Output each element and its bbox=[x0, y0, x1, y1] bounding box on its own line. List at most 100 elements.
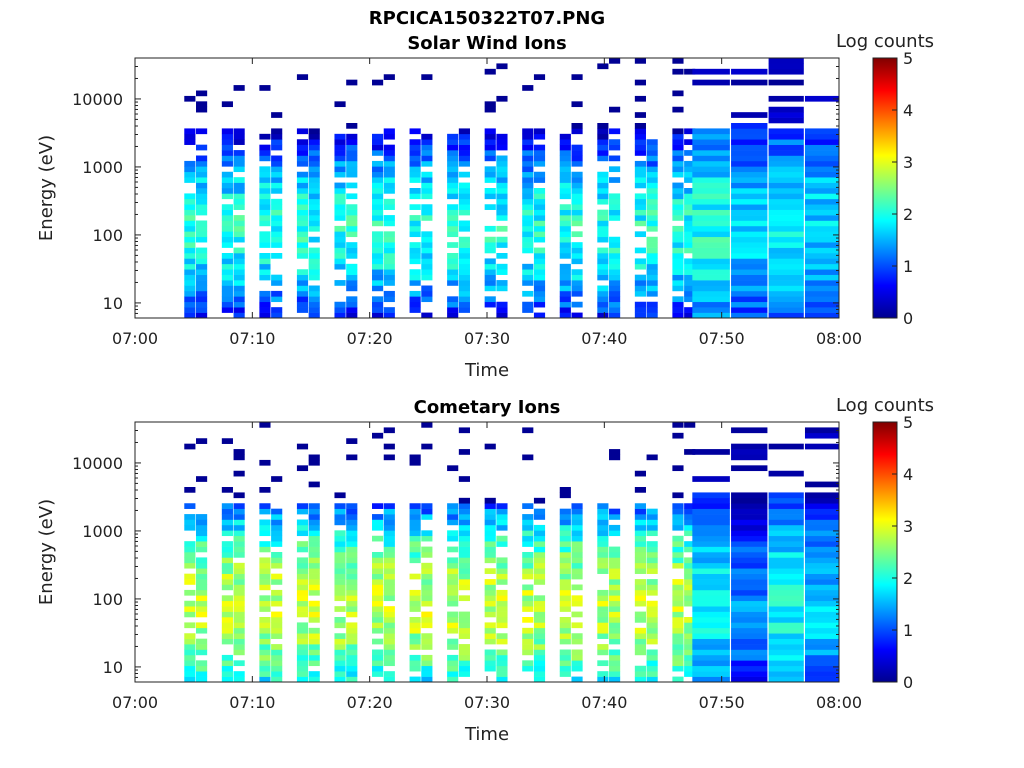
spectrogram-cell bbox=[684, 188, 696, 194]
spectrogram-cell bbox=[804, 627, 839, 634]
spectrogram-cell bbox=[372, 611, 384, 618]
spectrogram-cell bbox=[571, 584, 583, 591]
spectrogram-cell bbox=[609, 660, 621, 667]
spectrogram-cell bbox=[259, 644, 271, 650]
spectrogram-cell bbox=[233, 530, 245, 537]
spectrogram-cell bbox=[334, 133, 346, 140]
spectrogram-cell bbox=[533, 225, 546, 232]
spectrogram-cell bbox=[672, 139, 684, 145]
spectrogram-cell bbox=[731, 644, 768, 650]
spectrogram-cell bbox=[221, 552, 233, 558]
spectrogram-cell bbox=[421, 546, 433, 553]
spectrogram-cell bbox=[196, 644, 208, 650]
spectrogram-cell bbox=[271, 676, 283, 683]
spectrogram-cell bbox=[308, 589, 320, 596]
spectrogram-cell bbox=[346, 552, 358, 558]
y-tick-label: 10 bbox=[103, 658, 123, 677]
spectrogram-cell bbox=[597, 541, 609, 547]
spectrogram-cell bbox=[484, 128, 496, 135]
spectrogram-cell bbox=[184, 236, 196, 243]
spectrogram-cell bbox=[447, 280, 459, 286]
spectrogram-cell bbox=[346, 225, 358, 232]
spectrogram-cell bbox=[768, 627, 804, 634]
spectrogram-cell bbox=[383, 253, 395, 259]
spectrogram-cell bbox=[296, 519, 309, 526]
spectrogram-cell bbox=[692, 312, 730, 319]
spectrogram-cell bbox=[684, 633, 696, 639]
spectrogram-cell bbox=[259, 579, 271, 585]
spectrogram-cell bbox=[447, 193, 459, 200]
spectrogram-cell bbox=[233, 150, 245, 156]
spectrogram-cell bbox=[221, 562, 233, 569]
spectrogram-cell bbox=[409, 638, 421, 645]
spectrogram-cell bbox=[346, 193, 358, 200]
spectrogram-cell bbox=[221, 171, 233, 178]
spectrogram-cell bbox=[221, 133, 233, 140]
spectrogram-cell bbox=[346, 660, 358, 667]
spectrogram-cell bbox=[271, 671, 283, 677]
spectrogram-cell bbox=[597, 150, 609, 156]
spectrogram-cell bbox=[597, 519, 609, 526]
spectrogram-cell bbox=[308, 535, 320, 542]
spectrogram-cell bbox=[559, 307, 571, 313]
spectrogram-cell bbox=[184, 649, 196, 656]
spectrogram-cell bbox=[372, 557, 384, 564]
spectrogram-cell bbox=[496, 573, 508, 580]
spectrogram-cell bbox=[559, 285, 571, 292]
spectrogram-cell bbox=[372, 150, 384, 156]
spectrogram-cell bbox=[259, 296, 271, 303]
spectrogram-cell bbox=[522, 660, 534, 667]
spectrogram-cell bbox=[804, 427, 839, 434]
spectrogram-cell bbox=[221, 665, 233, 672]
spectrogram-cell bbox=[296, 644, 309, 650]
spectrogram-cell bbox=[308, 676, 320, 683]
spectrogram-cell bbox=[533, 253, 546, 259]
spectrogram-cell bbox=[221, 177, 233, 183]
spectrogram-cell bbox=[692, 198, 730, 205]
spectrogram-cell bbox=[692, 296, 730, 303]
spectrogram-cell bbox=[692, 225, 730, 232]
spectrogram-cell bbox=[731, 269, 768, 275]
spectrogram-cell bbox=[196, 204, 208, 210]
spectrogram-cell bbox=[196, 258, 208, 265]
spectrogram-cell bbox=[804, 296, 839, 303]
spectrogram-cell bbox=[383, 74, 395, 80]
spectrogram-cell bbox=[804, 128, 839, 135]
spectrogram-cell bbox=[731, 231, 768, 238]
spectrogram-cell bbox=[731, 449, 768, 455]
spectrogram-cell bbox=[259, 595, 271, 602]
spectrogram-cell bbox=[271, 231, 283, 238]
spectrogram-cell bbox=[731, 160, 768, 167]
spectrogram-cell bbox=[372, 139, 384, 145]
spectrogram-cell bbox=[684, 312, 696, 319]
spectrogram-cell bbox=[447, 242, 459, 248]
spectrogram-cell bbox=[447, 225, 459, 232]
spectrogram-cell bbox=[334, 171, 346, 178]
spectrogram-cell bbox=[421, 595, 433, 602]
spectrogram-cell bbox=[259, 541, 271, 547]
spectrogram-cell bbox=[409, 280, 421, 286]
spectrogram-cell bbox=[447, 182, 459, 189]
spectrogram-cell bbox=[259, 665, 271, 672]
spectrogram-cell bbox=[233, 606, 245, 612]
spectrogram-cell bbox=[684, 171, 696, 178]
spectrogram-cell bbox=[334, 546, 346, 553]
spectrogram-cell bbox=[372, 307, 384, 313]
spectrogram-cell bbox=[196, 535, 208, 542]
spectrogram-cell bbox=[559, 562, 571, 569]
spectrogram-cell bbox=[646, 589, 658, 596]
spectrogram-cell bbox=[372, 606, 384, 612]
spectrogram-cell bbox=[672, 644, 684, 650]
spectrogram-cell bbox=[271, 665, 283, 672]
spectrogram-cell bbox=[421, 285, 433, 292]
spectrogram-cell bbox=[271, 579, 283, 585]
spectrogram-cell bbox=[196, 209, 208, 216]
spectrogram-cell bbox=[571, 150, 583, 156]
spectrogram-cell bbox=[271, 171, 283, 178]
spectrogram-cell bbox=[597, 209, 609, 216]
spectrogram-cell bbox=[383, 454, 395, 461]
spectrogram-cell bbox=[484, 166, 496, 173]
spectrogram-cell bbox=[221, 253, 233, 259]
spectrogram-cell bbox=[184, 633, 196, 639]
